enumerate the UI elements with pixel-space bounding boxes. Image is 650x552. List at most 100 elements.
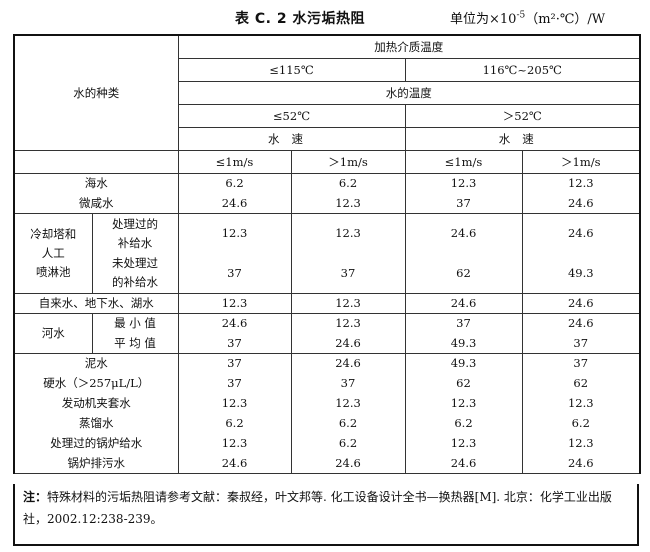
label-line: 人工 bbox=[41, 246, 65, 260]
header-temp-high: 116℃~205℃ bbox=[404, 58, 641, 82]
header-water-temp-high: ＞52℃ bbox=[404, 104, 641, 128]
value-cell: 12.3 bbox=[521, 393, 641, 414]
table-row: 泥水 37 24.6 49.3 37 bbox=[13, 353, 641, 374]
footnote-text: 特殊材料的污垢热阻请参考文献：秦叔经，叶文邦等. 化工设备设计全书—换热器[M]… bbox=[23, 490, 612, 526]
unit-label: 单位为×10-5（m²·℃）/W bbox=[450, 8, 605, 27]
value-cell: 24.6 bbox=[521, 313, 641, 334]
table-row: 硬水（＞257μL/L） 37 37 62 62 bbox=[13, 373, 641, 394]
row-label: 锅炉排污水 bbox=[13, 453, 179, 474]
value-cell: 6.2 bbox=[177, 413, 292, 434]
row-label: 海水 bbox=[13, 173, 179, 194]
value-cell: 12.3 bbox=[177, 433, 292, 454]
table-row: 发动机夹套水 12.3 12.3 12.3 12.3 bbox=[13, 393, 641, 414]
table-title: 表 C. 2 水污垢热阻 bbox=[235, 11, 365, 27]
value-cell: 12.3 bbox=[521, 173, 641, 194]
label-line: 处理过的 bbox=[112, 216, 158, 231]
label-line: 最 小 值 bbox=[114, 316, 156, 331]
value-cell: 37 bbox=[521, 333, 641, 354]
row-label: 自来水、地下水、湖水 bbox=[13, 293, 179, 314]
table-row: 微咸水 24.6 12.3 37 24.6 bbox=[13, 193, 641, 214]
header-velocity-b: 水速 bbox=[404, 127, 641, 151]
table-row: 未处理过 的补给水 37 37 62 49.3 bbox=[14, 253, 641, 294]
table-row: 海水 6.2 6.2 12.3 12.3 bbox=[13, 173, 641, 194]
value-cell: 6.2 bbox=[290, 413, 406, 434]
value-cell: 24.6 bbox=[290, 453, 406, 474]
label-line: 冷却塔和 bbox=[30, 227, 77, 241]
value-cell: 24.6 bbox=[521, 453, 641, 474]
value-cell: 37 bbox=[521, 353, 641, 374]
footnote-prefix: 注： bbox=[23, 490, 48, 504]
table-row: 冷却塔和 人工 喷淋池 处理过的 补给水 12.3 12.3 24.6 24.6 bbox=[13, 213, 641, 294]
table-row: 平 均 值 37 24.6 49.3 37 bbox=[14, 333, 641, 354]
value-cell: 49.3 bbox=[521, 253, 641, 294]
header-heating-medium-temp: 加热介质温度 bbox=[177, 34, 641, 59]
value-cell: 12.3 bbox=[290, 213, 406, 254]
row-label: 处理过的锅炉给水 bbox=[13, 433, 179, 454]
header-water-temp: 水的温度 bbox=[177, 81, 641, 105]
row-label: 蒸馏水 bbox=[13, 413, 179, 434]
unit-suffix: （m²·℃）/W bbox=[525, 12, 606, 27]
label-line: 补给水 bbox=[117, 235, 153, 250]
category-label: 冷却塔和 人工 喷淋池 bbox=[13, 213, 93, 294]
table-row: 河水最 小 值 24.6 12.3 37 24.6 bbox=[13, 313, 641, 354]
sub-label: 未处理过 的补给水 bbox=[91, 253, 179, 294]
value-cell: 24.6 bbox=[521, 213, 641, 254]
value-cell: 24.6 bbox=[177, 313, 292, 334]
value-cell: 24.6 bbox=[290, 353, 406, 374]
row-label: 泥水 bbox=[13, 353, 179, 374]
header-v-high-1: ＞1m/s bbox=[290, 150, 406, 174]
header-velocity-a: 水速 bbox=[177, 127, 406, 151]
row-label: 发动机夹套水 bbox=[13, 393, 179, 414]
row-label: 硬水（＞257μL/L） bbox=[13, 373, 179, 394]
value-cell: 12.3 bbox=[290, 293, 406, 314]
value-cell: 24.6 bbox=[404, 453, 523, 474]
value-cell: 6.2 bbox=[521, 413, 641, 434]
category-label: 河水 bbox=[13, 313, 93, 354]
header-water-temp-low: ≤52℃ bbox=[177, 104, 406, 128]
label-line: 的补给水 bbox=[112, 275, 158, 290]
header-v-low-1: ≤1m/s bbox=[177, 150, 292, 174]
value-cell: 62 bbox=[404, 253, 523, 294]
table-row: 锅炉排污水 24.6 24.6 24.6 24.6 bbox=[13, 453, 641, 474]
header-water-type: 水的种类 bbox=[13, 34, 179, 151]
value-cell: 62 bbox=[404, 373, 523, 394]
unit-exponent: -5 bbox=[516, 10, 526, 21]
row-label: 微咸水 bbox=[13, 193, 179, 214]
value-cell: 12.3 bbox=[177, 213, 292, 254]
sub-label: 处理过的 补给水 bbox=[91, 213, 179, 254]
table-row: 处理过的锅炉给水 12.3 6.2 12.3 12.3 bbox=[13, 433, 641, 454]
value-cell: 12.3 bbox=[290, 193, 406, 214]
label-line: 喷淋池 bbox=[36, 265, 71, 279]
value-cell: 12.3 bbox=[177, 293, 292, 314]
unit-prefix: 单位为×10 bbox=[450, 12, 517, 27]
value-cell: 37 bbox=[177, 253, 292, 294]
fouling-resistance-table: 水的种类 加热介质温度 ≤115℃ 116℃~205℃ 水的温度 ≤52℃ ＞5… bbox=[13, 34, 641, 474]
title-bar: 表 C. 2 水污垢热阻 单位为×10-5（m²·℃）/W bbox=[0, 0, 650, 34]
header-temp-low: ≤115℃ bbox=[177, 58, 406, 82]
value-cell: 37 bbox=[404, 313, 523, 334]
value-cell: 6.2 bbox=[290, 173, 406, 194]
value-cell: 49.3 bbox=[404, 353, 523, 374]
value-cell: 62 bbox=[521, 373, 641, 394]
table-row: 自来水、地下水、湖水 12.3 12.3 24.6 24.6 bbox=[13, 293, 641, 314]
value-cell: 6.2 bbox=[404, 413, 523, 434]
value-cell: 24.6 bbox=[404, 213, 523, 254]
value-cell: 37 bbox=[177, 373, 292, 394]
header-blank bbox=[13, 150, 179, 174]
value-cell: 12.3 bbox=[404, 173, 523, 194]
sub-label: 平 均 值 bbox=[91, 333, 179, 354]
table-row: 蒸馏水 6.2 6.2 6.2 6.2 bbox=[13, 413, 641, 434]
value-cell: 12.3 bbox=[404, 393, 523, 414]
value-cell: 12.3 bbox=[290, 393, 406, 414]
label-line: 未处理过 bbox=[112, 256, 158, 271]
value-cell: 24.6 bbox=[177, 193, 292, 214]
footnote: 注：特殊材料的污垢热阻请参考文献：秦叔经，叶文邦等. 化工设备设计全书—换热器[… bbox=[13, 484, 639, 546]
value-cell: 24.6 bbox=[177, 453, 292, 474]
value-cell: 12.3 bbox=[177, 393, 292, 414]
value-cell: 24.6 bbox=[290, 333, 406, 354]
label-line: 平 均 值 bbox=[114, 335, 156, 350]
value-cell: 12.3 bbox=[521, 433, 641, 454]
header-v-high-2: ＞1m/s bbox=[521, 150, 641, 174]
label-line: 河水 bbox=[41, 326, 65, 340]
value-cell: 24.6 bbox=[521, 193, 641, 214]
